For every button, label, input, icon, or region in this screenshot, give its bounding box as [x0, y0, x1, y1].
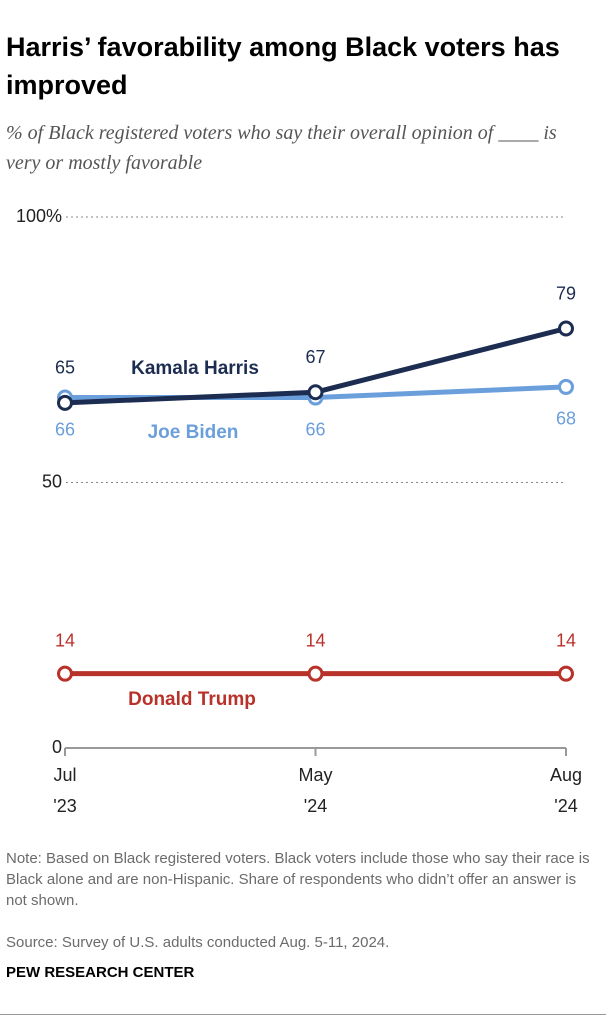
subtitle: % of Black registered voters who say the… — [6, 122, 557, 174]
point — [307, 384, 324, 401]
data-label: 66 — [55, 419, 75, 439]
series-label: Kamala Harris — [131, 358, 259, 379]
data-label: 65 — [55, 358, 75, 378]
data-label: 14 — [55, 630, 75, 650]
data-label: 79 — [556, 283, 576, 303]
y-tick-label: 50 — [42, 471, 62, 491]
chart: 0 50 100% Jul '23 May '24 Aug '24 66 66 68 Joe Biden… — [16, 206, 582, 816]
x-tick-label: Jul '23 — [53, 765, 76, 816]
point — [558, 320, 574, 337]
data-label: 68 — [556, 409, 576, 429]
data-label: 14 — [305, 630, 325, 650]
point — [558, 378, 574, 395]
data-label: 14 — [556, 630, 576, 650]
x-tick-label: May '24 — [298, 765, 332, 816]
note: Note: Based on Black registered voters. … — [6, 850, 590, 909]
data-label: 66 — [305, 419, 325, 439]
series-label: Joe Biden — [148, 422, 239, 443]
point — [57, 665, 73, 682]
bottom-rule — [0, 1014, 606, 1015]
point — [57, 394, 73, 411]
point — [558, 665, 574, 682]
y-tick-label: 0 — [52, 737, 62, 757]
title: Harris’ favorability among Black voters … — [6, 32, 560, 100]
data-label: 67 — [305, 347, 325, 367]
point — [307, 665, 324, 682]
series-label: Donald Trump — [128, 689, 256, 710]
y-tick-label: 100% — [16, 206, 62, 226]
footer: PEW RESEARCH CENTER — [6, 964, 195, 981]
x-tick-label: Aug '24 — [550, 765, 582, 816]
source: Source: Survey of U.S. adults conducted … — [6, 934, 390, 951]
